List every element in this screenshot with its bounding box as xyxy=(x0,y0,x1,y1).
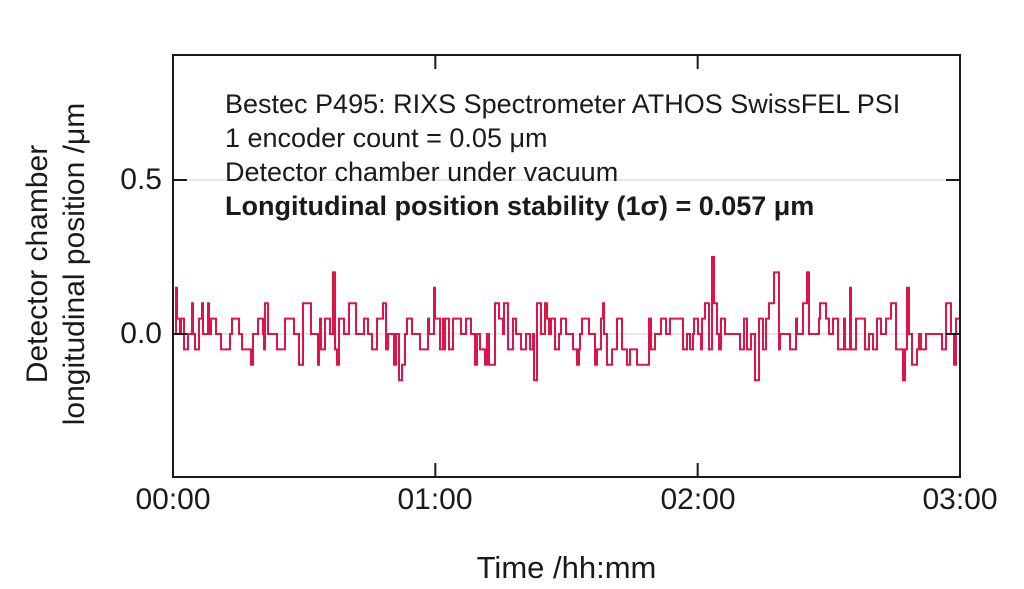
annotation-line-1: Bestec P495: RIXS Spectrometer ATHOS Swi… xyxy=(225,89,901,119)
plot-frame xyxy=(172,54,961,478)
annotation-line-3: Detector chamber under vacuum xyxy=(225,157,619,187)
x-tick-label-0000: 00:00 xyxy=(135,483,211,516)
x-tick-label-0300: 03:00 xyxy=(922,483,998,516)
annotation-line-2: 1 encoder count = 0.05 μm xyxy=(225,123,548,153)
x-tick-label-0200: 02:00 xyxy=(660,483,736,516)
y-tick-label-0p5: 0.5 xyxy=(120,163,162,196)
annotation-block: Bestec P495: RIXS Spectrometer ATHOS Swi… xyxy=(225,87,900,223)
y-axis-label-line2: longitudinal position /μm xyxy=(58,102,91,426)
y-axis-label: Detector chamber longitudinal position /… xyxy=(19,103,93,425)
y-tick-label-0p0: 0.0 xyxy=(120,317,162,350)
y-axis-label-line1: Detector chamber xyxy=(21,144,54,384)
x-tick-label-0100: 01:00 xyxy=(397,483,473,516)
x-axis-label: Time /hh:mm xyxy=(476,550,657,585)
signal-trace xyxy=(173,256,961,382)
plot-area xyxy=(172,54,961,478)
annotation-line-4: Longitudinal position stability (1σ) = 0… xyxy=(225,191,815,221)
